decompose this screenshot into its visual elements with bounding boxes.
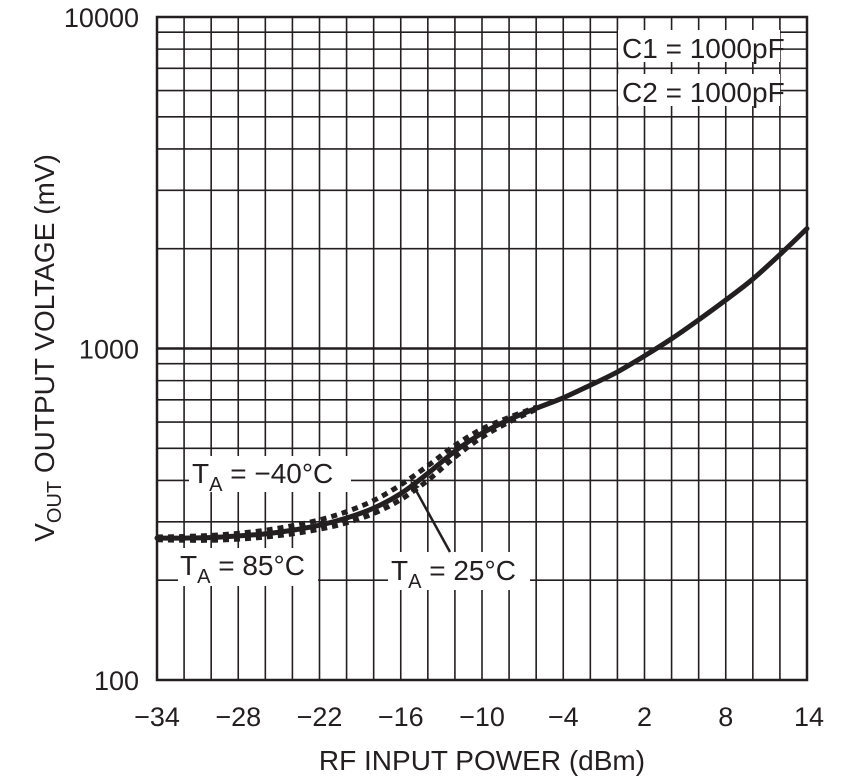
annotation-ta-85-sub: A xyxy=(197,566,211,588)
x-tick-label: −16 xyxy=(378,702,424,732)
series-line-2 xyxy=(156,407,538,543)
x-tick-label: −34 xyxy=(134,702,180,732)
x-tick-label: −22 xyxy=(297,702,343,732)
y-tick-label: 10000 xyxy=(64,3,139,33)
annotation-bg-c1 xyxy=(618,30,780,62)
y-axis-title-rest: OUTPUT VOLTAGE (mV) xyxy=(29,154,60,481)
x-tick-labels: −34 −28 −22 −16 −10 −4 2 8 14 xyxy=(134,702,824,732)
y-axis-title: VOUT OUTPUT VOLTAGE (mV) xyxy=(29,154,66,542)
annotation-ta-85-main: T xyxy=(180,550,197,581)
series-line-0 xyxy=(154,226,810,541)
x-tick-label: 8 xyxy=(718,702,733,732)
annotation-ta-minus40-rest: = −40°C xyxy=(222,458,333,489)
y-tick-labels: 100 1000 10000 xyxy=(64,3,139,696)
x-tick-label: −10 xyxy=(459,702,505,732)
y-axis-title-subscript: OUT xyxy=(44,481,66,523)
y-axis-title-prefix: V xyxy=(29,523,60,542)
annotation-bg-minus40 xyxy=(189,456,351,492)
series-layer xyxy=(154,226,810,543)
y-tick-label: 1000 xyxy=(79,335,139,365)
x-axis-title: RF INPUT POWER (dBm) xyxy=(319,745,645,776)
annotation-ta-25-rest: = 25°C xyxy=(421,555,515,586)
annotation-ta-minus40-main: T xyxy=(192,458,209,489)
annotation-bg-c2 xyxy=(618,74,780,106)
series-line-1 xyxy=(156,404,538,540)
annotation-ta-85-rest: = 85°C xyxy=(210,550,304,581)
annotation-ta-minus40: TA = −40°C xyxy=(192,458,333,496)
annotation-ta-25-sub: A xyxy=(408,571,422,593)
x-tick-label: −4 xyxy=(548,702,579,732)
annotation-c2: C2 = 1000pF xyxy=(622,77,785,108)
x-tick-label: 14 xyxy=(794,702,824,732)
annotation-ta-minus40-sub: A xyxy=(209,474,223,496)
annotation-c1: C1 = 1000pF xyxy=(622,33,785,64)
plot-frame xyxy=(155,15,809,682)
x-tick-label: 2 xyxy=(637,702,652,732)
y-tick-label: 100 xyxy=(94,666,139,696)
annotation-ta-25-main: T xyxy=(391,555,408,586)
annotation-bg-85 xyxy=(178,548,318,586)
annotation-ta-25: TA = 25°C xyxy=(391,555,516,593)
x-tick-label: −28 xyxy=(215,702,261,732)
annotation-ta-85: TA = 85°C xyxy=(180,550,305,588)
annotation-bg-25 xyxy=(388,552,530,590)
annotation-arrow-25 xyxy=(410,480,452,553)
